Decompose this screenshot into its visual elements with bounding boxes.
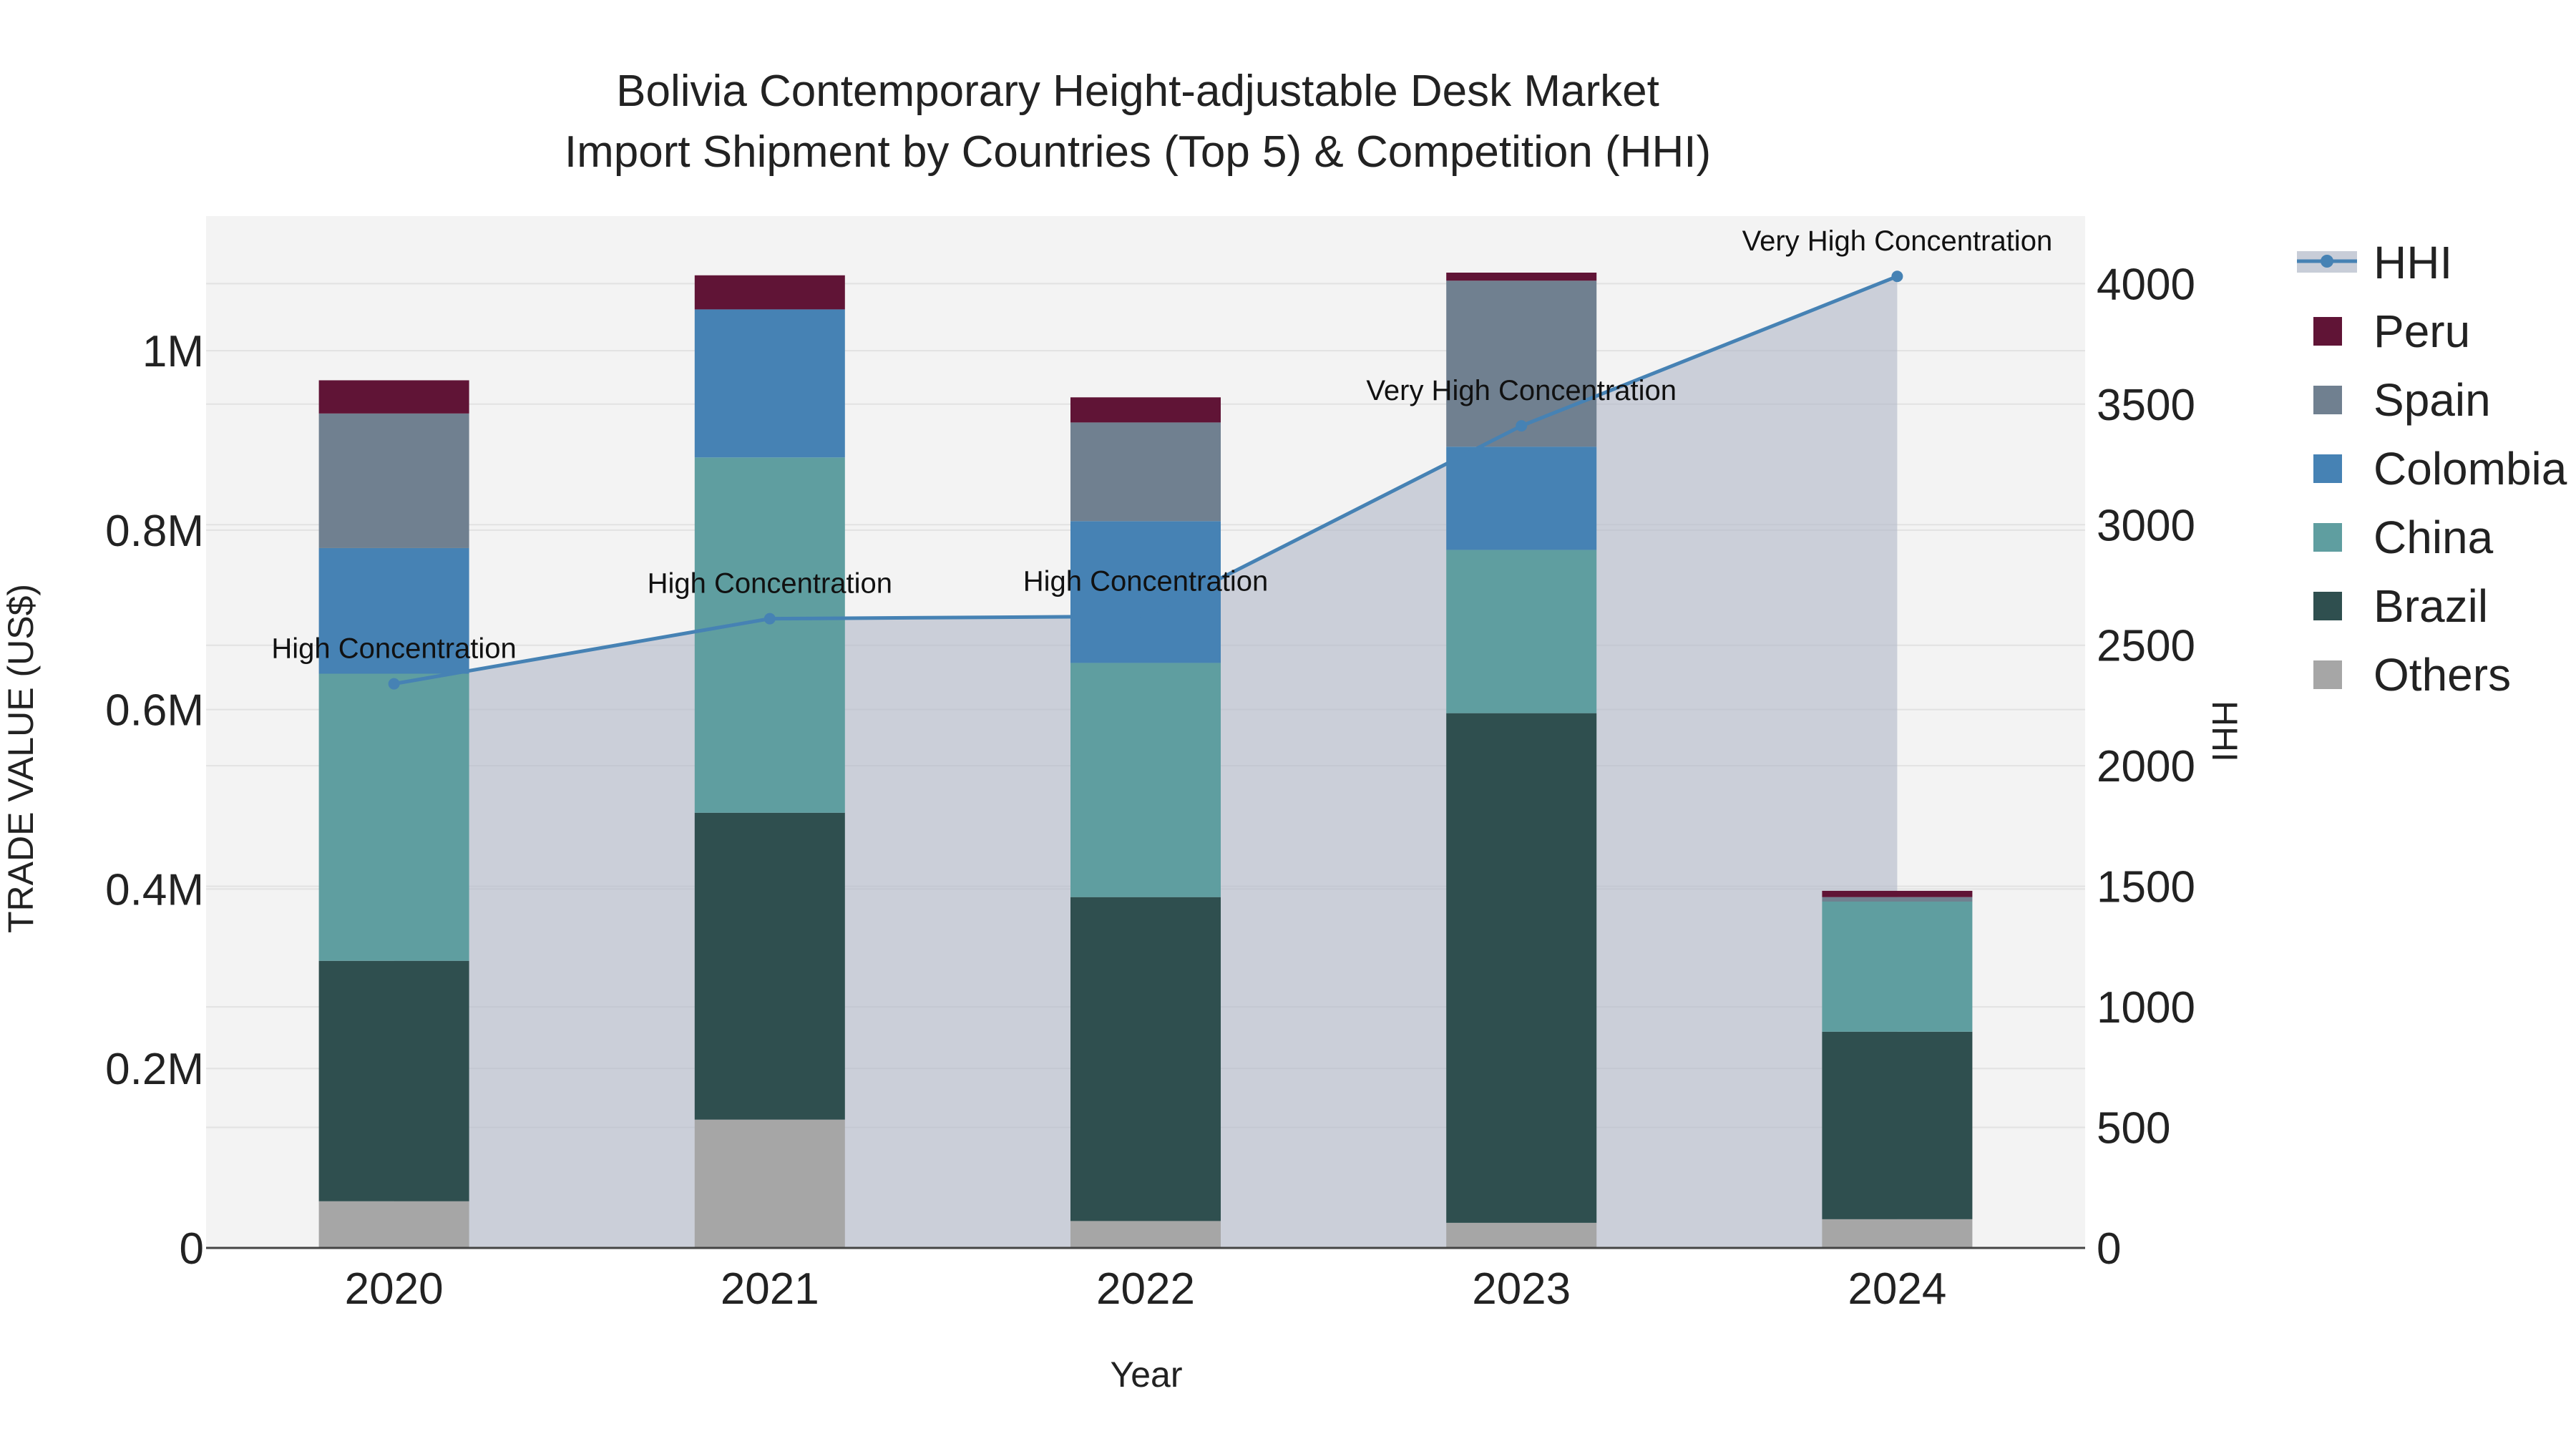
- y2-axis-ticks: 0 500 1000 1500 2000 2500 3000 3500 4000: [2097, 260, 2195, 1274]
- y-axis-title: TRADE VALUE (US$): [1, 584, 41, 933]
- hhi-point-2023: [1516, 420, 1528, 432]
- y-tick-label: 0.4M: [105, 865, 204, 914]
- bar-china-2023: [1446, 550, 1597, 713]
- bar-peru-2023: [1446, 272, 1597, 281]
- x-tick-label-2021: 2021: [721, 1264, 819, 1314]
- x-axis-ticks: 2020 2021 2022 2023 2024: [345, 1264, 1947, 1314]
- bar-brazil-2024: [1822, 1031, 1973, 1219]
- hhi-point-2020: [388, 678, 400, 690]
- bar-peru-2022: [1070, 397, 1221, 423]
- bar-spain-2024: [1822, 897, 1973, 902]
- bar-china-2022: [1070, 663, 1221, 897]
- bar-stack-2023: [1446, 272, 1597, 1248]
- legend-item-peru[interactable]: Peru: [2313, 306, 2470, 357]
- legend-swatch-spain: [2313, 386, 2342, 414]
- legend-swatch-others: [2313, 660, 2342, 689]
- hhi-annotation-2021: High Concentration: [648, 568, 892, 600]
- legend-swatch-colombia: [2313, 454, 2342, 483]
- y2-tick-label: 2000: [2097, 742, 2195, 791]
- hhi-annotation-2023: Very High Concentration: [1366, 375, 1677, 406]
- bar-brazil-2021: [694, 812, 845, 1120]
- legend-item-china[interactable]: China: [2313, 512, 2494, 563]
- x-tick-label-2024: 2024: [1848, 1264, 1946, 1314]
- bar-peru-2024: [1822, 890, 1973, 897]
- legend-item-spain[interactable]: Spain: [2313, 374, 2491, 426]
- x-tick-label-2020: 2020: [345, 1264, 444, 1314]
- bar-stack-2020: [318, 380, 469, 1248]
- y2-axis-title: HHI: [2205, 701, 2245, 762]
- bar-stack-2022: [1070, 397, 1221, 1248]
- bar-china-2024: [1822, 901, 1973, 1032]
- legend-swatch-brazil: [2313, 592, 2342, 620]
- bar-peru-2020: [318, 380, 469, 414]
- bar-china-2021: [694, 457, 845, 813]
- bar-colombia-2020: [318, 547, 469, 674]
- legend-swatch-peru: [2313, 317, 2342, 346]
- legend-label-brazil: Brazil: [2373, 580, 2488, 632]
- y2-tick-label: 3000: [2097, 501, 2195, 550]
- legend-label-hhi: HHI: [2373, 237, 2452, 288]
- bar-stacks: [318, 272, 1973, 1248]
- bar-colombia-2021: [694, 309, 845, 458]
- y2-tick-label: 500: [2097, 1104, 2170, 1153]
- y2-tick-label: 1500: [2097, 863, 2195, 912]
- y-axis-ticks: 0 0.2M 0.4M 0.6M 0.8M 1M: [105, 327, 204, 1274]
- bar-others-2020: [318, 1201, 469, 1248]
- hhi-annotation-2024: Very High Concentration: [1742, 225, 2053, 257]
- bar-brazil-2023: [1446, 713, 1597, 1223]
- legend-label-peru: Peru: [2373, 306, 2470, 357]
- hhi-point-2021: [763, 613, 776, 625]
- bar-china-2020: [318, 673, 469, 961]
- legend-label-colombia: Colombia: [2373, 443, 2567, 494]
- hhi-annotation-2022: High Concentration: [1023, 565, 1268, 597]
- y2-tick-label: 2500: [2097, 622, 2195, 671]
- bar-brazil-2022: [1070, 897, 1221, 1221]
- bar-colombia-2023: [1446, 447, 1597, 550]
- legend: HHI Peru Spain Colombia China Brazil Others: [2297, 237, 2567, 701]
- y2-tick-label: 3500: [2097, 381, 2195, 430]
- legend-item-colombia[interactable]: Colombia: [2313, 443, 2567, 494]
- hhi-line: [388, 270, 1903, 690]
- legend-item-brazil[interactable]: Brazil: [2313, 580, 2488, 632]
- legend-item-others[interactable]: Others: [2313, 649, 2511, 701]
- bar-peru-2021: [694, 275, 845, 310]
- x-tick-label-2023: 2023: [1472, 1264, 1571, 1314]
- x-axis-title: Year: [1110, 1355, 1182, 1395]
- bar-spain-2022: [1070, 422, 1221, 522]
- y-tick-label: 0.2M: [105, 1045, 204, 1094]
- hhi-point-2024: [1891, 270, 1903, 283]
- bar-others-2023: [1446, 1222, 1597, 1248]
- y-tick-label: 0: [180, 1224, 204, 1274]
- y-tick-label: 0.6M: [105, 686, 204, 736]
- hhi-annotations: High Concentration High Concentration High…: [271, 225, 2052, 664]
- bar-others-2021: [694, 1119, 845, 1248]
- y2-tick-label: 4000: [2097, 260, 2195, 309]
- bar-stack-2021: [694, 275, 845, 1248]
- chart-title-line1: Bolivia Contemporary Height-adjustable D…: [616, 67, 1659, 116]
- bar-spain-2020: [318, 413, 469, 548]
- y2-tick-label: 0: [2097, 1224, 2121, 1274]
- hhi-point-2022: [1140, 610, 1151, 623]
- x-tick-label-2022: 2022: [1096, 1264, 1195, 1314]
- legend-label-others: Others: [2373, 649, 2511, 701]
- hhi-annotation-2020: High Concentration: [271, 633, 516, 665]
- legend-swatch-china: [2313, 523, 2342, 552]
- bar-spain-2023: [1446, 280, 1597, 447]
- legend-label-spain: Spain: [2373, 374, 2491, 426]
- chart-title-line2: Import Shipment by Countries (Top 5) & C…: [565, 127, 1711, 177]
- y-tick-label: 0.8M: [105, 507, 204, 556]
- legend-swatch-hhi-marker: [2321, 255, 2333, 268]
- y2-tick-label: 1000: [2097, 983, 2195, 1033]
- y-tick-label: 1M: [142, 327, 204, 376]
- bar-others-2022: [1070, 1221, 1221, 1248]
- bar-brazil-2020: [318, 960, 469, 1201]
- legend-item-hhi[interactable]: HHI: [2297, 237, 2452, 288]
- bar-stack-2024: [1822, 890, 1973, 1248]
- legend-label-china: China: [2373, 512, 2494, 563]
- bar-others-2024: [1822, 1219, 1973, 1248]
